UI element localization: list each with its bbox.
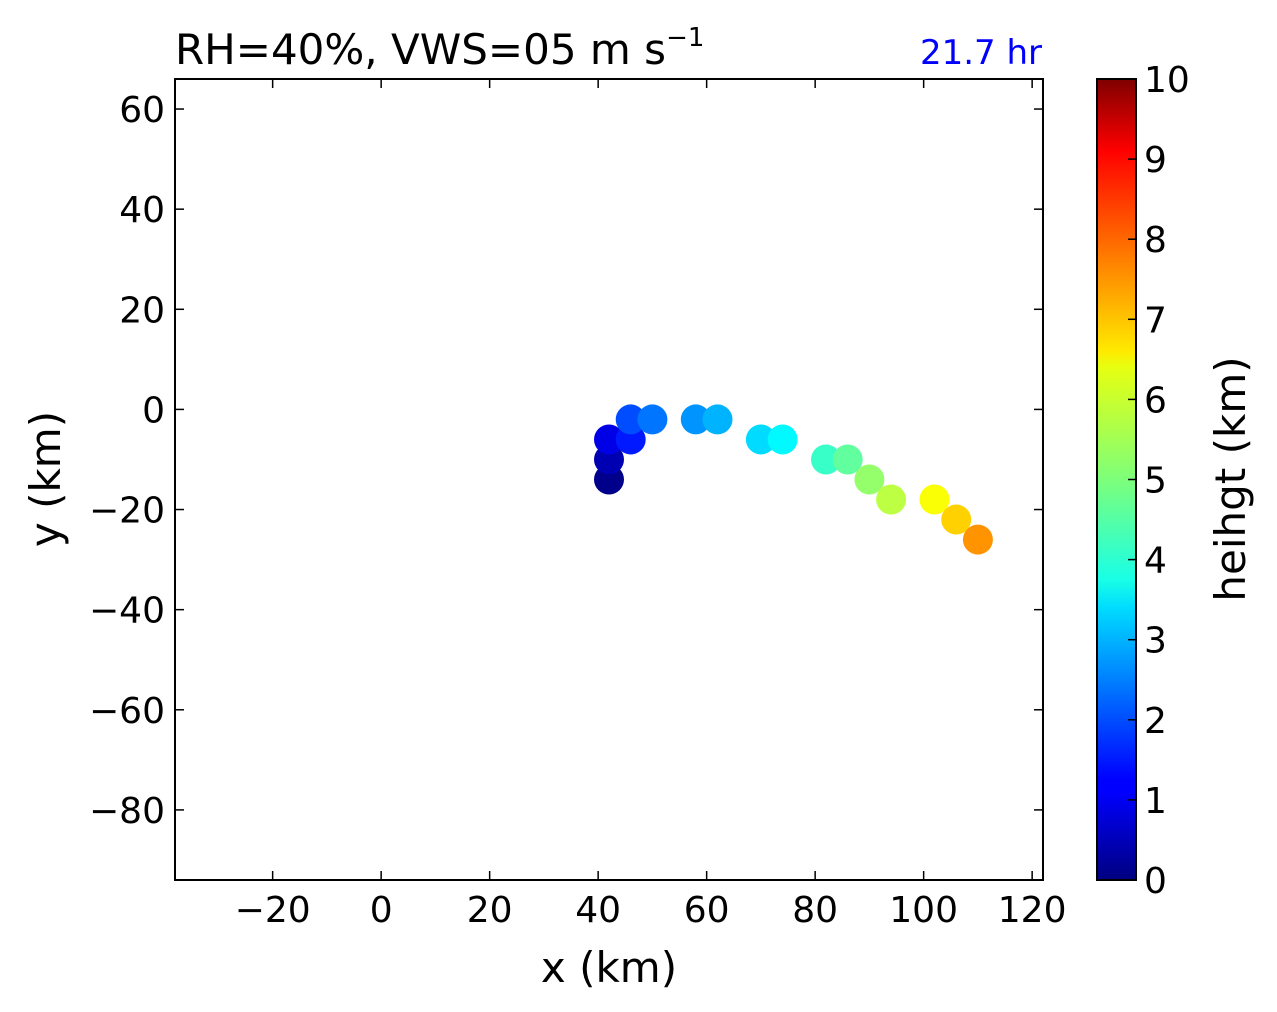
colorbar-tick-label: 2: [1144, 701, 1167, 742]
y-tick-label: 20: [119, 290, 165, 331]
chart-title-superscript: −1: [666, 23, 704, 53]
x-tick-label: 60: [684, 890, 730, 931]
colorbar-label: heihgt (km): [1206, 356, 1255, 601]
y-tick-label: 0: [142, 390, 165, 431]
x-tick-label: −20: [235, 890, 311, 931]
y-tick-label: −60: [89, 691, 165, 732]
scatter-point: [876, 484, 907, 515]
scatter-point: [702, 404, 733, 435]
colorbar-tick-label: 6: [1144, 380, 1167, 421]
scatter-point: [919, 484, 950, 515]
colorbar-tick-label: 5: [1144, 461, 1167, 502]
y-tick-label: −80: [89, 791, 165, 832]
scatter-point: [811, 444, 841, 475]
y-tick-label: −20: [89, 491, 165, 532]
y-axis-label: y (km): [21, 411, 70, 547]
chart-title: RH=40%, VWS=05 m s−1: [175, 23, 704, 74]
plot-frame: [174, 78, 1044, 881]
x-tick-label: 40: [575, 890, 621, 931]
y-tick-label: 40: [119, 190, 165, 231]
x-tick-label: 0: [370, 890, 393, 931]
y-axis-ticks: −80 −60 −40 −20 0 20 40 60: [89, 90, 1043, 832]
x-tick-label: 80: [792, 890, 838, 931]
y-tick-label: 60: [119, 90, 165, 131]
colorbar-tick-label: 4: [1144, 541, 1167, 582]
time-annotation: 21.7 hr: [920, 33, 1042, 73]
y-tick-label: −40: [89, 591, 165, 632]
colorbar-tick-label: 0: [1144, 861, 1167, 902]
scatter-point: [962, 524, 993, 555]
x-tick-label: 20: [467, 890, 513, 931]
scatter-point: [615, 404, 646, 435]
colorbar-tick-label: 7: [1144, 300, 1167, 341]
colorbar-tick-label: 10: [1144, 60, 1190, 101]
scatter-point: [767, 424, 798, 455]
chart-title-main: RH=40%, VWS=05 m s: [175, 25, 666, 74]
colorbar-ticks: 0 1 2 3 4 5 6 7 8 9 10: [1128, 60, 1190, 902]
scatter-point: [680, 404, 711, 435]
scatter-point: [745, 424, 776, 455]
scatter-point: [854, 464, 885, 495]
x-axis-ticks: −20 0 20 40 60 80 100 120: [235, 79, 1067, 931]
plot-area: −20 0 20 40 60 80 100 120 −80 −60 −40 −20 0 20 40 60: [89, 78, 1067, 931]
x-axis-label: x (km): [541, 943, 677, 992]
colorbar: 0 1 2 3 4 5 6 7 8 9 10 heihgt (km): [1096, 60, 1255, 902]
colorbar-tick-label: 3: [1144, 621, 1167, 662]
x-tick-label: 100: [889, 890, 958, 931]
scatter-point: [941, 504, 972, 535]
scatter-points: [594, 404, 993, 555]
scatter-point: [832, 444, 863, 475]
colorbar-tick-label: 8: [1144, 220, 1167, 261]
colorbar-tick-label: 9: [1144, 140, 1167, 181]
scatter-point: [637, 404, 668, 435]
colorbar-tick-label: 1: [1144, 781, 1167, 822]
x-tick-label: 120: [998, 890, 1067, 931]
scatter-point: [594, 424, 624, 455]
